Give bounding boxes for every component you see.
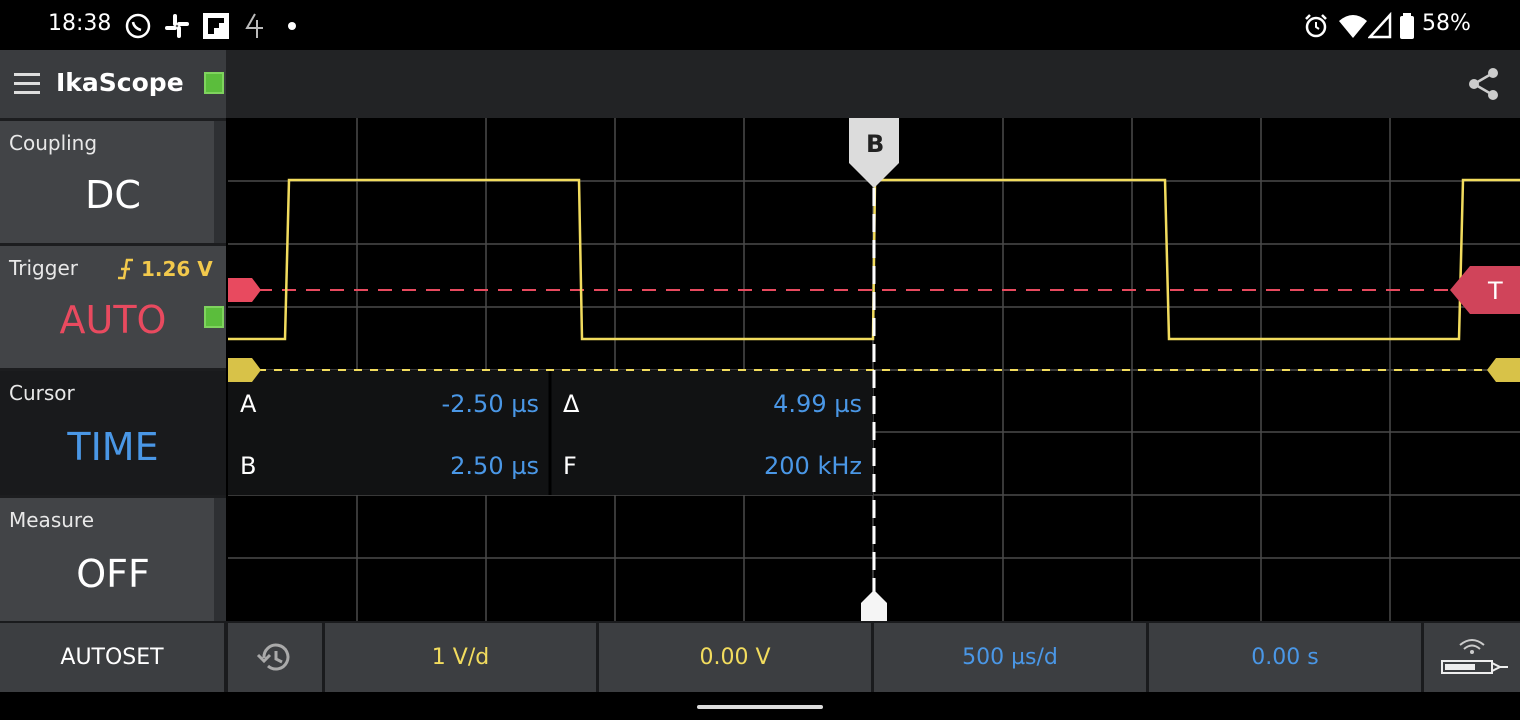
slack-icon bbox=[165, 14, 189, 38]
measure-label: Measure bbox=[9, 508, 94, 532]
cursor-f-value: 200 kHz bbox=[764, 452, 862, 480]
coupling-value: DC bbox=[85, 173, 141, 217]
channel4-icon bbox=[245, 13, 263, 38]
cursor-b-label: B bbox=[240, 452, 257, 480]
scope-display[interactable]: B T A -2.50 µs Δ 4.99 µs B 2.50 µs F 200… bbox=[228, 118, 1520, 621]
share-icon[interactable] bbox=[1466, 66, 1502, 102]
whatsapp-icon bbox=[125, 13, 151, 39]
cursor-section[interactable]: Cursor TIME bbox=[0, 371, 226, 495]
bottom-bar: AUTOSET 1 V/d 0.00 V 500 µs/d 0.00 s bbox=[0, 621, 1520, 692]
history-icon bbox=[256, 643, 290, 671]
time-per-div-button[interactable]: 500 µs/d bbox=[874, 623, 1146, 692]
trigger-section[interactable]: Trigger 1.26 V AUTO bbox=[0, 246, 226, 368]
scope-svg bbox=[228, 118, 1520, 621]
time-offset-button[interactable]: 0.00 s bbox=[1149, 623, 1421, 692]
ground-right-marker bbox=[1487, 358, 1520, 382]
system-nav-bar bbox=[0, 692, 1520, 720]
cursor-f-label: F bbox=[563, 452, 577, 480]
notification-dot-icon bbox=[288, 22, 296, 30]
voltage-offset-button[interactable]: 0.00 V bbox=[599, 623, 871, 692]
autoset-button[interactable]: AUTOSET bbox=[0, 623, 224, 692]
cursor-value: TIME bbox=[67, 425, 159, 469]
history-button[interactable] bbox=[228, 623, 322, 692]
trigger-mode: AUTO bbox=[59, 298, 167, 342]
home-gesture-pill[interactable] bbox=[697, 705, 823, 709]
hamburger-menu-icon[interactable] bbox=[14, 72, 42, 96]
wifi-icon bbox=[1339, 15, 1367, 38]
connection-indicator bbox=[204, 72, 224, 94]
status-time: 18:38 bbox=[48, 11, 112, 36]
ground-left-marker bbox=[228, 358, 261, 382]
left-panel: IkaScope Coupling DC Trigger 1.26 V AUTO… bbox=[0, 50, 226, 621]
measure-section[interactable]: Measure OFF bbox=[0, 498, 226, 621]
trigger-label: Trigger bbox=[9, 256, 78, 280]
cursor-b-marker-label[interactable]: B bbox=[866, 130, 885, 158]
signal-trace bbox=[228, 178, 1520, 341]
app-bar bbox=[226, 50, 1520, 118]
trigger-right-marker bbox=[1450, 266, 1520, 314]
trigger-marker-label[interactable]: T bbox=[1488, 277, 1503, 305]
coupling-label: Coupling bbox=[9, 131, 98, 155]
cursor-delta-label: Δ bbox=[563, 390, 580, 418]
battery-icon bbox=[1400, 13, 1414, 39]
app-title-block: IkaScope bbox=[0, 50, 226, 118]
status-bar: 18:38 58% bbox=[0, 0, 1520, 50]
signal-icon bbox=[1368, 12, 1392, 39]
coupling-rail bbox=[214, 121, 226, 243]
rising-edge-icon bbox=[118, 258, 133, 280]
coupling-section[interactable]: Coupling DC bbox=[0, 121, 226, 243]
probe-icon bbox=[1441, 638, 1508, 674]
app-title: IkaScope bbox=[56, 68, 184, 97]
cursor-bottom-marker bbox=[861, 590, 887, 621]
cursor-label: Cursor bbox=[9, 381, 75, 405]
probe-button[interactable] bbox=[1424, 623, 1520, 692]
measure-rail bbox=[214, 498, 226, 621]
alarm-icon bbox=[1305, 14, 1327, 38]
measure-value: OFF bbox=[76, 552, 150, 596]
battery-percent: 58% bbox=[1422, 11, 1471, 36]
trigger-status-indicator bbox=[204, 306, 224, 328]
cursor-a-label: A bbox=[240, 390, 257, 418]
volts-per-div-button[interactable]: 1 V/d bbox=[325, 623, 596, 692]
trigger-left-marker bbox=[228, 278, 261, 302]
cursor-b-value: 2.50 µs bbox=[450, 452, 539, 480]
flipboard-icon bbox=[203, 13, 229, 39]
trigger-level: 1.26 V bbox=[141, 257, 213, 281]
cursor-a-value: -2.50 µs bbox=[441, 390, 540, 418]
cursor-b-top-marker bbox=[849, 118, 899, 188]
cursor-delta-value: 4.99 µs bbox=[773, 390, 862, 418]
